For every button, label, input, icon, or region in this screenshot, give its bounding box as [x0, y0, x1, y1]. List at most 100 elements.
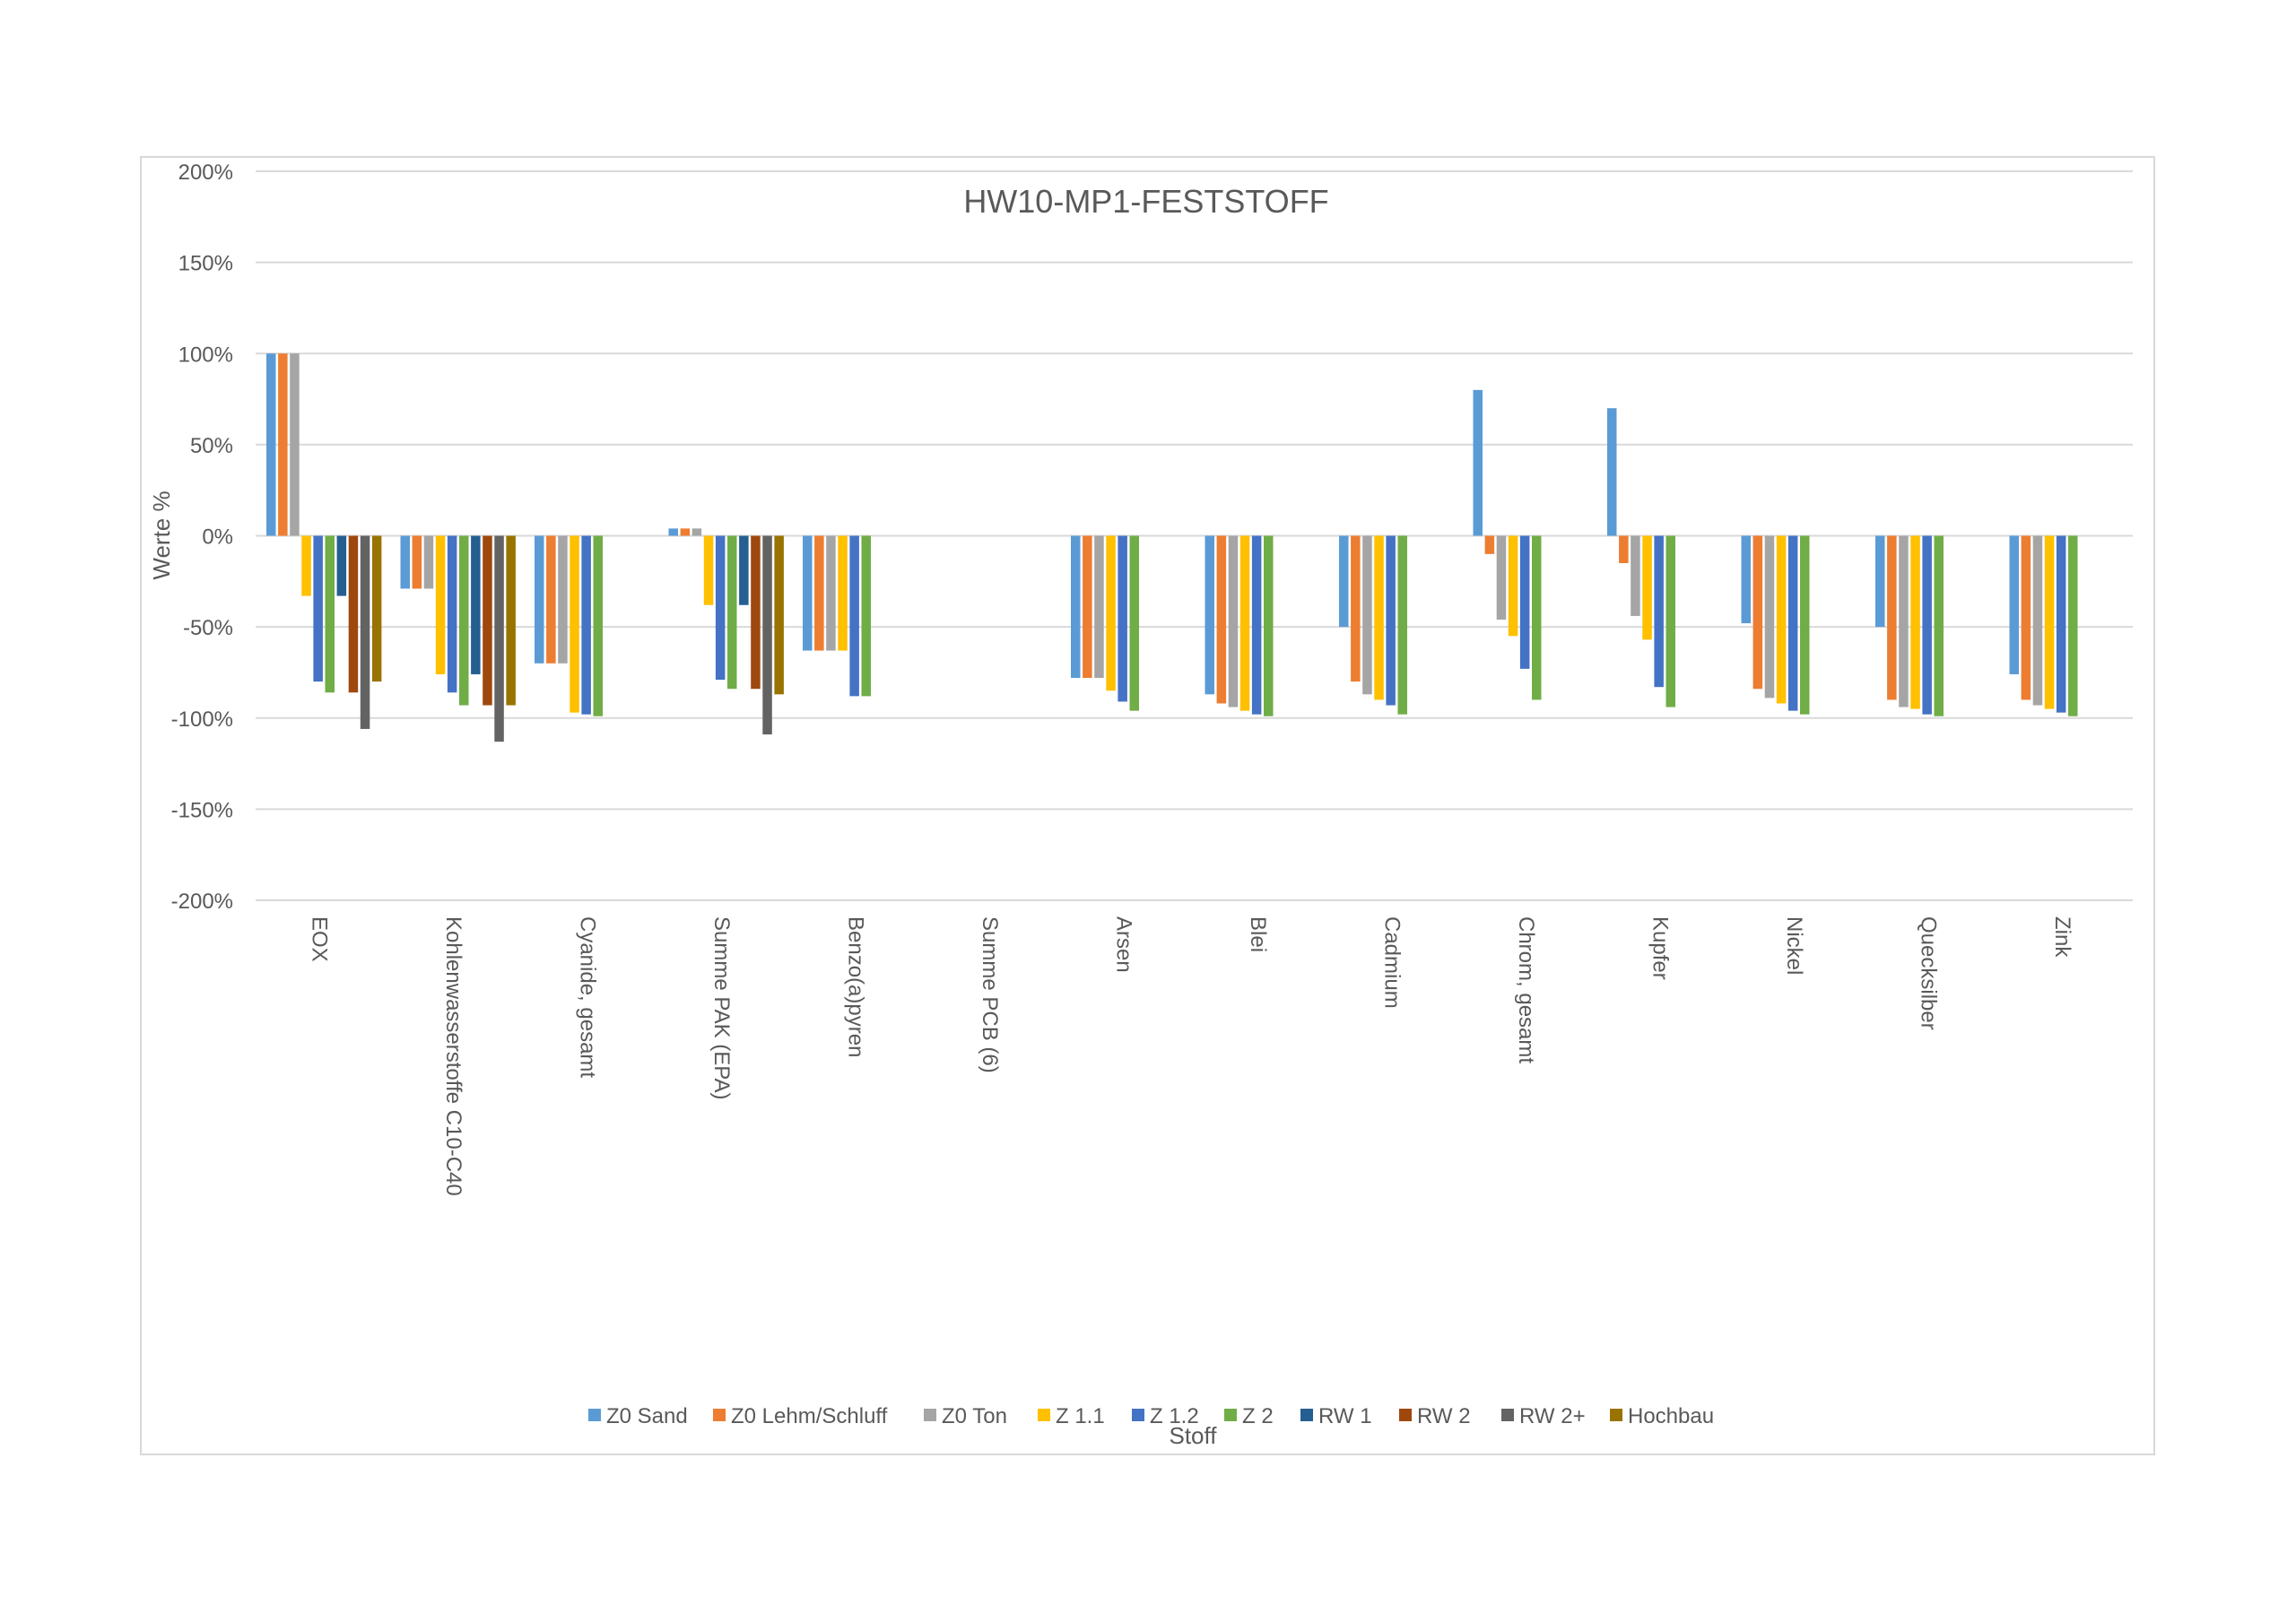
x-tick-label: Arsen: [1111, 916, 1135, 973]
bar: [715, 535, 726, 681]
x-tick-label: Cadmium: [1379, 916, 1404, 1009]
x-tick-label: Blei: [1246, 916, 1270, 952]
bar: [1910, 535, 1920, 709]
bar: [1374, 535, 1384, 700]
bar: [360, 535, 370, 729]
bar: [1118, 535, 1127, 702]
legend-label: Z0 Ton: [942, 1404, 1007, 1428]
legend-swatch: [713, 1409, 726, 1421]
y-tick-label: -150%: [171, 798, 233, 822]
bar: [1776, 535, 1787, 704]
bar: [2032, 535, 2043, 706]
bar: [739, 535, 749, 605]
bar: [1787, 535, 1798, 711]
x-tick-label: Summe PAK (EPA): [709, 916, 734, 1100]
y-tick-label: 150%: [178, 252, 233, 276]
bar: [1631, 535, 1640, 616]
bar: [1508, 535, 1518, 637]
bar: [1899, 535, 1909, 707]
x-tick-label: Summe PCB (6): [978, 916, 1002, 1073]
bar: [1607, 408, 1617, 536]
bar: [1619, 535, 1629, 563]
bar: [849, 535, 859, 697]
legend-swatch: [1399, 1409, 1412, 1421]
bar: [506, 535, 516, 706]
legend-swatch: [1610, 1409, 1622, 1421]
bar: [400, 535, 410, 589]
bar: [2068, 535, 2078, 716]
x-tick-label: Nickel: [1782, 916, 1806, 975]
chart-border: [140, 156, 2155, 1455]
bar: [838, 535, 848, 651]
bar: [1875, 535, 1885, 628]
legend-label: Z 1.1: [1056, 1404, 1105, 1428]
bar: [1264, 535, 1274, 716]
bar: [593, 535, 603, 716]
y-tick-label: 50%: [190, 434, 233, 458]
bar: [803, 535, 813, 651]
bar: [826, 535, 836, 651]
bar: [290, 353, 300, 536]
legend-swatch: [924, 1409, 936, 1421]
legend-swatch: [1132, 1409, 1144, 1421]
bar: [348, 535, 359, 693]
bar: [581, 535, 591, 715]
bar: [1741, 535, 1751, 624]
bar: [1362, 535, 1372, 695]
bar: [751, 535, 761, 690]
bar: [1642, 535, 1652, 640]
bar: [1386, 535, 1396, 706]
legend-swatch: [588, 1409, 601, 1421]
bar: [1654, 535, 1664, 688]
bar: [1129, 535, 1139, 711]
legend: Z0 Sand Z0 Lehm/Schluff Z0 Ton Z 1.1 Z 1.2 Z …: [588, 1404, 1714, 1428]
bar: [459, 535, 469, 706]
bar: [1339, 535, 1349, 628]
bar: [535, 535, 544, 664]
bar: [1532, 535, 1542, 700]
bar: [1094, 535, 1104, 679]
bar: [2021, 535, 2031, 700]
bar: [266, 353, 276, 536]
bar: [336, 535, 347, 596]
bar: [471, 535, 481, 674]
chart-title: HW10-MP1-FESTSTOFF: [963, 183, 1328, 220]
bar: [313, 535, 323, 682]
legend-label: RW 2+: [1519, 1404, 1586, 1428]
y-axis-label: Werte %: [148, 490, 175, 579]
x-tick-label: Kupfer: [1648, 916, 1672, 980]
y-tick-label: -50%: [183, 616, 233, 640]
bar: [1922, 535, 1932, 715]
bar: [1764, 535, 1775, 699]
legend-label: RW 2: [1417, 1404, 1471, 1428]
bar: [546, 535, 556, 664]
x-tick-label: Kohlenwasserstoffe C10-C40: [441, 916, 465, 1196]
y-tick-label: 200%: [178, 161, 233, 185]
bar: [1665, 535, 1675, 707]
legend-label: Z 1.2: [1150, 1404, 1199, 1428]
bar: [1397, 535, 1407, 715]
x-tick-label: EOX: [307, 916, 331, 962]
bar: [668, 528, 678, 536]
bar: [371, 535, 382, 682]
x-axis-label: Stoff: [1169, 1422, 1217, 1449]
bar: [2009, 535, 2019, 674]
x-tick-label: Quecksilber: [1916, 916, 1940, 1030]
bar: [703, 535, 714, 605]
bar: [1106, 535, 1116, 691]
bar: [2044, 535, 2055, 709]
gridlines: [256, 170, 2133, 901]
bar: [494, 535, 504, 742]
bar: [774, 535, 784, 695]
bar: [447, 535, 457, 693]
bar: [814, 535, 824, 651]
legend-swatch: [1224, 1409, 1237, 1421]
bar: [1484, 535, 1495, 554]
bar: [558, 535, 568, 664]
bar: [412, 535, 422, 589]
bar: [1083, 535, 1092, 679]
x-tick-label: Chrom, gesamt: [1514, 916, 1538, 1063]
bar: [325, 535, 335, 693]
legend-swatch: [1038, 1409, 1050, 1421]
